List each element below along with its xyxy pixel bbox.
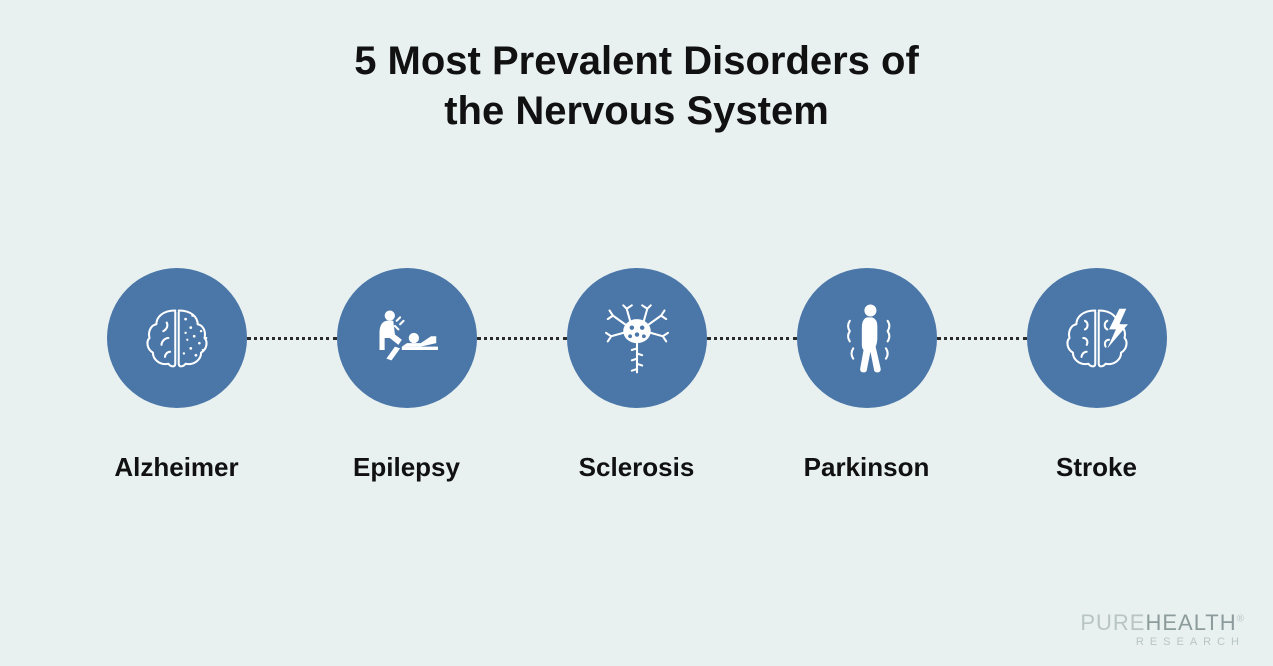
neuron-icon — [567, 268, 707, 408]
infographic-canvas: 5 Most Prevalent Disorders of the Nervou… — [0, 0, 1273, 666]
tremor-person-icon — [797, 268, 937, 408]
title-line-2: the Nervous System — [444, 89, 829, 133]
disorder-label: Sclerosis — [579, 452, 695, 483]
brand-light: PURE — [1080, 610, 1145, 635]
disorder-label: Parkinson — [804, 452, 930, 483]
disorder-item: Stroke — [1027, 268, 1167, 483]
title-line-1: 5 Most Prevalent Disorders of — [354, 39, 919, 83]
disorder-item: Sclerosis — [567, 268, 707, 483]
disorder-item: Alzheimer — [107, 268, 247, 483]
brand-sub: RESEARCH — [1080, 637, 1245, 648]
disorder-item: Epilepsy — [337, 268, 477, 483]
disorder-label: Stroke — [1056, 452, 1137, 483]
page-title: 5 Most Prevalent Disorders of the Nervou… — [0, 36, 1273, 136]
brain-dissolve-icon — [107, 268, 247, 408]
disorder-item: Parkinson — [797, 268, 937, 483]
brand-bold: HEALTH — [1145, 610, 1236, 635]
connector-dots — [477, 337, 567, 340]
footer-logo: PUREHEALTH® RESEARCH — [1080, 612, 1245, 648]
brand-reg: ® — [1237, 614, 1245, 625]
icon-row: Alzheimer Epilepsy — [0, 268, 1273, 483]
connector-dots — [937, 337, 1027, 340]
brand-line: PUREHEALTH® — [1080, 612, 1245, 634]
connector-dots — [707, 337, 797, 340]
disorder-label: Alzheimer — [114, 452, 238, 483]
brain-bolt-icon — [1027, 268, 1167, 408]
disorder-label: Epilepsy — [353, 452, 460, 483]
connector-dots — [247, 337, 337, 340]
seizure-aid-icon — [337, 268, 477, 408]
